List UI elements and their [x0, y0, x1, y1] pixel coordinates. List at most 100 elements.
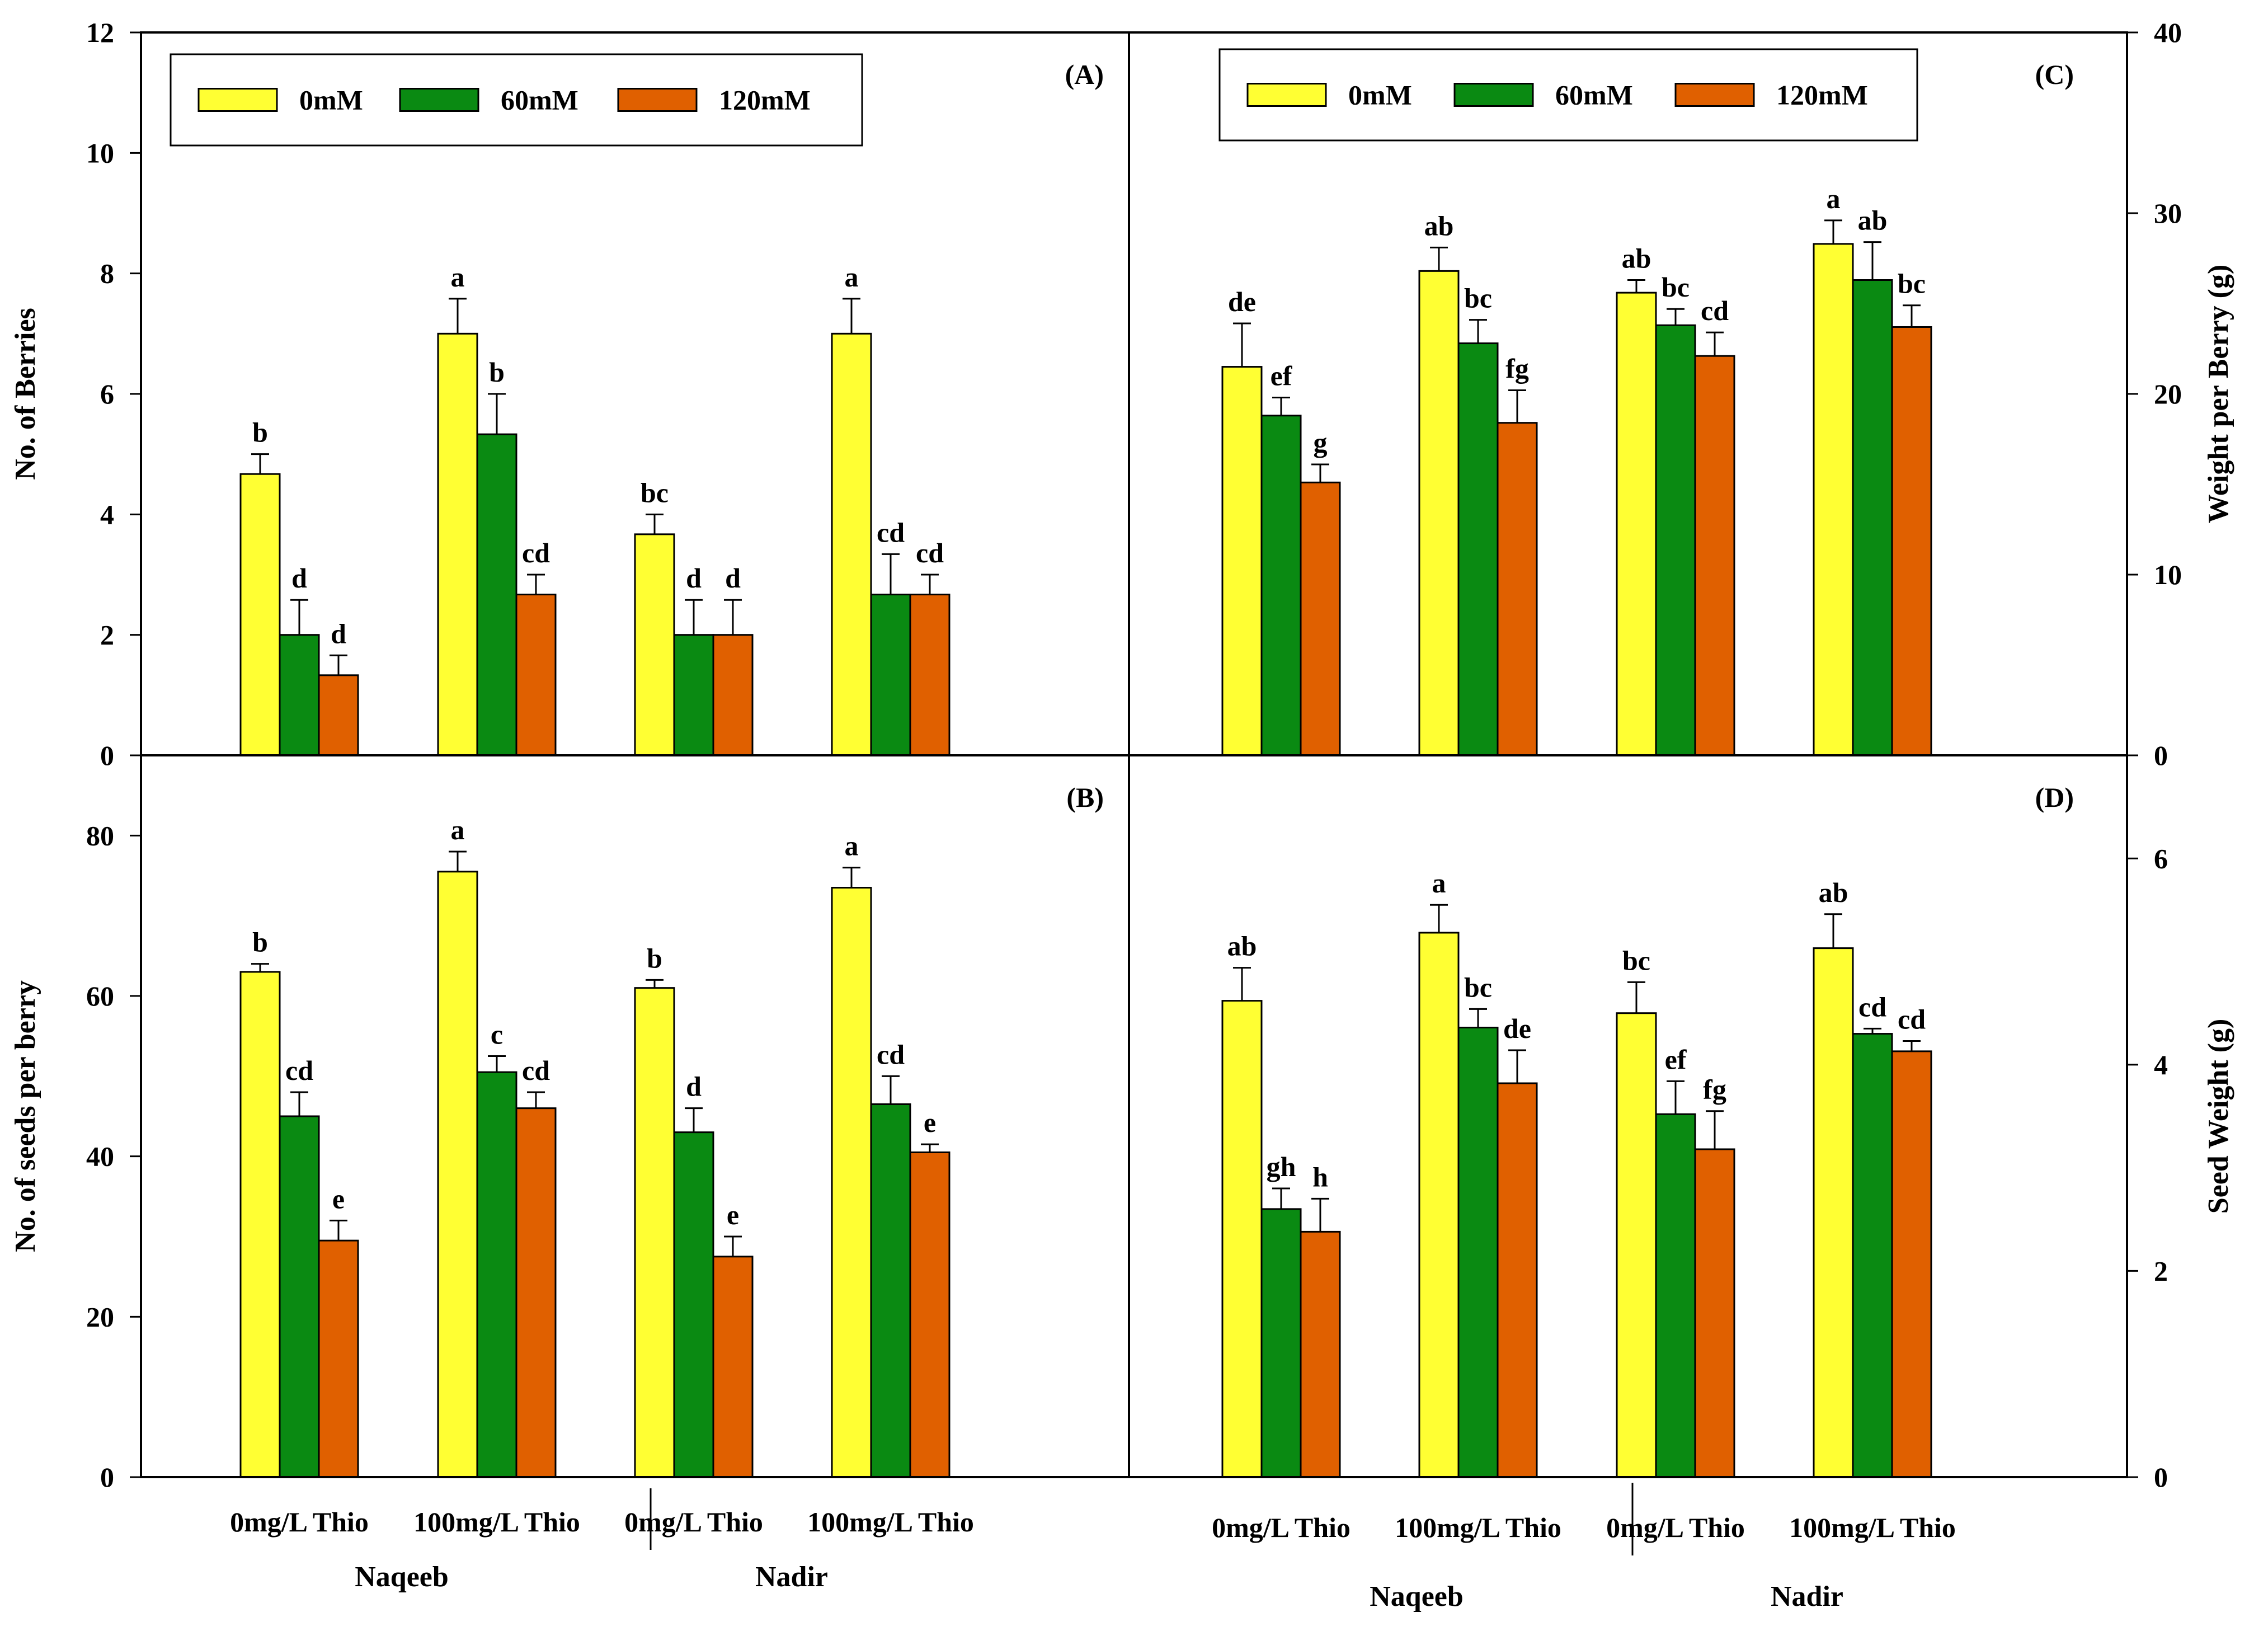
panel-b-letter-0-1: a — [451, 814, 465, 845]
panel-d-bar-2-2 — [1694, 1148, 1735, 1478]
panel-c-bar-1-2 — [1655, 324, 1696, 756]
panel-b-yticklabel-4: 80 — [86, 820, 114, 851]
panel-a-letter-0-2: bc — [641, 477, 669, 508]
right-xlabel-3: 100mg/L Thio — [1789, 1512, 1956, 1543]
panel-b-bar-2-2 — [712, 1256, 754, 1478]
legend-left-label-0: 0mM — [299, 84, 363, 116]
panel-c-bar-0-0 — [1221, 366, 1263, 756]
panel-a-letter-2-2: d — [725, 562, 741, 594]
panel-c-letter-1-2: bc — [1662, 271, 1690, 303]
panel-b-label: (B) — [1066, 782, 1104, 813]
panel-b-bar-0-0 — [239, 971, 281, 1478]
panel-c-bar-1-3 — [1852, 279, 1893, 756]
right-xlabel-1: 100mg/L Thio — [1395, 1512, 1561, 1543]
panel-d-bar-2-3 — [1891, 1050, 1932, 1478]
panel-b-bar-1-2 — [673, 1131, 714, 1478]
panel-a-bar-2-1 — [515, 594, 557, 756]
panel-b-bar-1-1 — [476, 1071, 517, 1478]
panel-d-yticklabel-2: 4 — [2154, 1049, 2168, 1080]
panel-c-yticklabel-0: 0 — [2154, 740, 2168, 771]
right-xlabel-0: 0mg/L Thio — [1212, 1512, 1351, 1543]
legend-right-label-2: 120mM — [1776, 79, 1868, 111]
frames-layer — [130, 31, 2138, 1555]
panel-d-letter-2-0: h — [1312, 1161, 1328, 1192]
panel-c-letter-0-2: ab — [1622, 243, 1651, 274]
panel-d-yticklabel-0: 0 — [2154, 1461, 2168, 1493]
left-cultivar-1: Nadir — [755, 1561, 828, 1593]
panel-a-yticklabel-1: 2 — [100, 619, 114, 651]
panel-a-bar-2-0 — [318, 674, 359, 756]
panel-a-bar-0-3 — [831, 332, 872, 756]
panel-a-letter-1-3: cd — [877, 516, 905, 548]
panel-b-yticklabel-2: 40 — [86, 1141, 114, 1172]
panel-c-letter-2-0: g — [1314, 427, 1328, 458]
panel-b-letter-2-0: e — [332, 1183, 345, 1214]
panel-b-letter-0-2: b — [647, 942, 662, 974]
panel-a-bar-0-2 — [634, 533, 675, 756]
panel-a-yticklabel-5: 10 — [86, 137, 114, 168]
panel-a-bar-1-1 — [476, 433, 517, 756]
panel-d-bar-2-0 — [1300, 1230, 1341, 1478]
panel-b-letter-1-1: c — [491, 1019, 503, 1050]
panel-b-bar-2-3 — [909, 1151, 951, 1478]
panel-d-letter-2-3: cd — [1898, 1003, 1926, 1035]
panel-c-bar-0-2 — [1616, 292, 1657, 756]
panel-d-yticklabel-3: 6 — [2154, 843, 2168, 874]
panel-a-bar-1-3 — [870, 594, 911, 756]
panel-b-yticklabel-0: 0 — [100, 1461, 114, 1493]
panel-c-letter-2-2: cd — [1701, 295, 1729, 326]
panel-b-yticklabel-1: 20 — [86, 1301, 114, 1332]
legend-left-swatch-1 — [399, 88, 479, 112]
panel-a-bar-1-2 — [673, 634, 714, 756]
panel-c-letter-0-0: de — [1228, 286, 1256, 317]
panel-c-yticklabel-4: 40 — [2154, 17, 2182, 48]
panel-c-yticklabel-3: 30 — [2154, 198, 2182, 229]
panel-d-letter-0-0: ab — [1227, 930, 1257, 962]
panel-b-letter-2-2: e — [727, 1199, 739, 1230]
panel-c-letter-0-1: ab — [1424, 210, 1454, 241]
legend-right-swatch-0 — [1246, 83, 1327, 107]
panel-a-letter-1-2: d — [686, 562, 702, 594]
legend-left-swatch-0 — [197, 88, 278, 112]
legend-right-label-1: 60mM — [1555, 79, 1633, 111]
panel-c-bar-0-1 — [1418, 270, 1460, 756]
panel-c-bar-2-3 — [1891, 326, 1932, 756]
panel-b-yticklabel-3: 60 — [86, 980, 114, 1012]
panel-d-letter-2-1: de — [1503, 1013, 1531, 1044]
panel-c-letter-0-3: a — [1827, 183, 1841, 214]
panel-d-bar-1-2 — [1655, 1113, 1696, 1478]
panel-c-bar-2-0 — [1300, 481, 1341, 756]
panel-c-letter-1-1: bc — [1464, 283, 1492, 314]
panel-c-bar-1-0 — [1260, 415, 1302, 756]
panel-d-letter-2-2: fg — [1703, 1074, 1726, 1105]
panel-a-ylabel: No. of Berries — [10, 308, 41, 480]
panel-a-bar-2-2 — [712, 634, 754, 756]
panel-c-bar-2-1 — [1497, 422, 1538, 756]
panel-c-letter-2-1: fg — [1505, 353, 1529, 384]
panel-a-letter-2-3: cd — [916, 537, 944, 568]
panel-d-bar-0-0 — [1221, 1000, 1263, 1478]
panel-d-bar-1-0 — [1260, 1208, 1302, 1478]
panel-c-yticklabel-2: 20 — [2154, 378, 2182, 410]
panel-c-letter-1-0: ef — [1271, 360, 1293, 391]
panel-d-ylabel: Seed Weight (g) — [2203, 1019, 2234, 1214]
right-xlabel-2: 0mg/L Thio — [1606, 1512, 1745, 1543]
panel-b-bar-1-3 — [870, 1103, 911, 1478]
legend-right-label-0: 0mM — [1348, 79, 1412, 111]
panel-a-bar-2-3 — [909, 594, 951, 756]
panel-d-letter-1-2: ef — [1665, 1044, 1687, 1075]
panel-b-bar-2-0 — [318, 1239, 359, 1478]
panel-b-letter-0-0: b — [252, 927, 268, 958]
panel-c-letter-1-3: ab — [1858, 205, 1888, 236]
panel-a-letter-0-1: a — [451, 261, 465, 293]
panel-a-letter-0-0: b — [252, 417, 268, 448]
panel-b-letter-2-3: e — [924, 1107, 936, 1138]
panel-b-bar-1-0 — [279, 1115, 320, 1478]
panel-a-letter-2-1: cd — [522, 537, 550, 568]
left-xlabel-1: 100mg/L Thio — [413, 1506, 580, 1538]
panel-d-bar-2-1 — [1497, 1082, 1538, 1478]
panel-b-letter-1-3: cd — [877, 1038, 905, 1070]
right-cultivar-0: Naqeeb — [1370, 1581, 1464, 1613]
panel-d-letter-0-3: ab — [1819, 877, 1848, 908]
